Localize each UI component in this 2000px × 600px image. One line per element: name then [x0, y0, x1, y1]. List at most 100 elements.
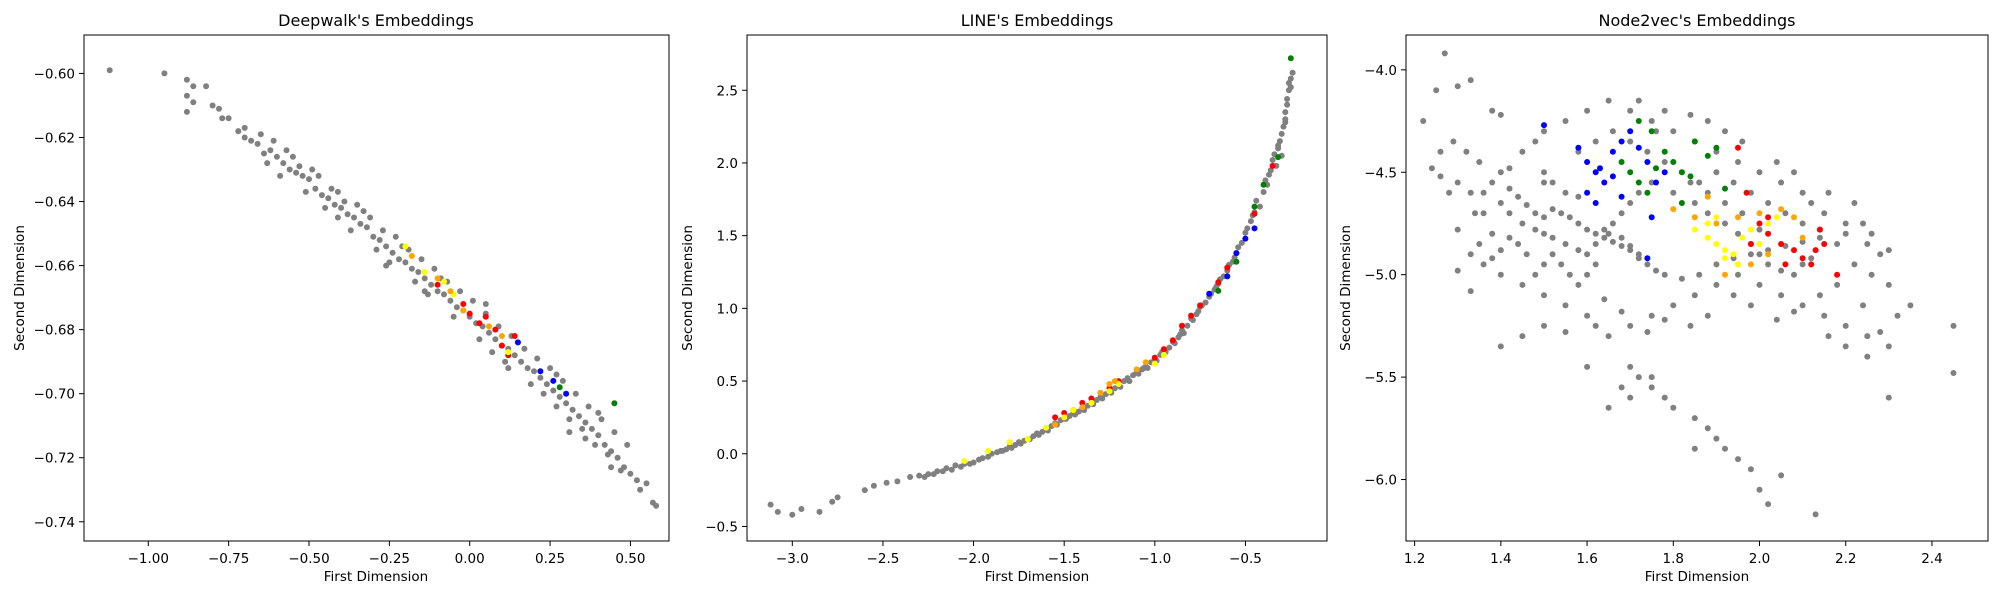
- deepwalk-point-gray: [408, 265, 415, 272]
- node2vec-point-red: [1756, 220, 1763, 227]
- node2vec-point-gray: [1648, 374, 1655, 381]
- node2vec-point-gray: [1541, 230, 1547, 237]
- node2vec-point-gray: [1713, 148, 1720, 155]
- line-point-yellow: [985, 447, 992, 454]
- deepwalk-point-gray: [569, 406, 576, 413]
- node2vec-point-gray: [1739, 210, 1746, 217]
- node2vec-point-red: [1808, 261, 1815, 268]
- node2vec-point-gray: [1756, 226, 1763, 233]
- node2vec-point-gray: [1778, 472, 1785, 479]
- line-point-gray: [1289, 69, 1296, 76]
- node2vec-point-blue: [1627, 128, 1634, 135]
- deepwalk-point-gray: [367, 214, 374, 221]
- line-point-red: [1088, 395, 1095, 402]
- node2vec-point-gray: [1463, 148, 1470, 155]
- deepwalk-point-yellow: [505, 349, 512, 356]
- deepwalk-point-gray: [531, 368, 537, 375]
- line-point-gray: [1247, 218, 1254, 225]
- node2vec-point-gray: [1747, 251, 1754, 258]
- deepwalk-point-gray: [325, 195, 332, 202]
- node2vec-point-gray: [1605, 97, 1612, 104]
- deepwalk-point-gray: [595, 432, 602, 439]
- node2vec-point-gray: [1601, 296, 1608, 303]
- deepwalk-point-gray: [643, 480, 650, 487]
- line-point-gray: [767, 501, 774, 508]
- node2vec-point-gray: [1541, 214, 1547, 221]
- deepwalk-point-red: [460, 301, 467, 307]
- line-point-gray: [774, 508, 781, 515]
- node2vec-point-gray: [1497, 247, 1504, 254]
- line-point-gray: [1235, 244, 1242, 251]
- deepwalk-x-tick-label: 0.50: [615, 551, 645, 567]
- line-x-axis-label: First Dimension: [985, 569, 1089, 585]
- deepwalk-point-gray: [588, 425, 595, 432]
- node2vec-point-red: [1765, 230, 1772, 237]
- node2vec-point-gray: [1661, 394, 1668, 401]
- node2vec-point-gray: [1722, 445, 1728, 452]
- node2vec-point-gray: [1454, 179, 1461, 186]
- deepwalk-point-green: [611, 400, 618, 407]
- deepwalk-point-gray: [476, 336, 483, 343]
- deepwalk-point-gray: [585, 403, 592, 410]
- deepwalk-point-gray: [296, 163, 303, 170]
- line-point-blue: [1233, 250, 1240, 257]
- deepwalk-point-gray: [550, 387, 557, 394]
- line-point-yellow: [1070, 407, 1077, 414]
- node2vec-point-gray: [1437, 148, 1444, 155]
- deepwalk-point-gray: [556, 393, 563, 400]
- node2vec-point-gray: [1860, 302, 1866, 309]
- node2vec-point-gray: [1648, 312, 1655, 319]
- node2vec-point-gray: [1799, 238, 1806, 245]
- node2vec-point-gray: [1532, 138, 1539, 145]
- node2vec-point-gray: [1541, 179, 1547, 186]
- node2vec-point-gray: [1691, 415, 1698, 422]
- node2vec-point-gray: [1562, 189, 1569, 196]
- deepwalk-point-gray: [106, 67, 113, 74]
- node2vec-point-blue: [1644, 255, 1651, 262]
- node2vec-point-gray: [1584, 251, 1591, 258]
- node2vec-point-gray: [1653, 267, 1659, 274]
- line-point-gray: [1269, 157, 1276, 163]
- deepwalk-point-gray: [582, 435, 589, 442]
- node2vec-point-orange: [1722, 271, 1728, 278]
- node2vec-x-ticks: 1.2 1.4 1.6 1.8 2.0 2.2 2.4: [1404, 541, 1943, 567]
- line-point-red: [1061, 410, 1068, 416]
- node2vec-point-blue: [1618, 193, 1625, 200]
- node2vec-point-blue: [1653, 179, 1659, 186]
- line-point-gray: [1275, 142, 1282, 149]
- node2vec-point-gray: [1575, 148, 1582, 155]
- node2vec-point-green: [1687, 173, 1694, 180]
- node2vec-point-gray: [1497, 271, 1504, 278]
- node2vec-point-gray: [1735, 271, 1741, 278]
- deepwalk-point-gray: [312, 185, 319, 192]
- line-point-gray: [1126, 378, 1133, 385]
- line-point-red: [1215, 279, 1222, 286]
- node2vec-point-gray: [1670, 128, 1677, 135]
- line-point-gray: [1282, 109, 1289, 116]
- deepwalk-y-tick-label: −0.66: [34, 259, 75, 275]
- line-y-tick-label: 0.0: [717, 447, 738, 463]
- node2vec-point-blue: [1648, 214, 1655, 221]
- node2vec-point-gray: [1489, 230, 1496, 237]
- line-point-gray: [966, 460, 973, 467]
- deepwalk-x-tick-label: 0.25: [535, 551, 565, 567]
- node2vec-point-gray: [1778, 292, 1785, 299]
- node2vec-point-gray: [1420, 118, 1427, 124]
- deepwalk-point-gray: [235, 128, 242, 135]
- line-point-yellow: [1151, 360, 1158, 367]
- line-point-blue: [1251, 225, 1258, 232]
- deepwalk-point-gray: [579, 425, 586, 432]
- node2vec-point-green: [1713, 144, 1720, 151]
- line-point-gray: [1017, 440, 1024, 447]
- node2vec-point-blue: [1541, 122, 1547, 129]
- deepwalk-point-gray: [421, 288, 428, 295]
- deepwalk-point-gray: [360, 208, 367, 215]
- node2vec-point-gray: [1808, 255, 1815, 262]
- deepwalk-y-tick-label: −0.70: [34, 387, 75, 403]
- node2vec-point-gray: [1532, 210, 1539, 217]
- node2vec-point-gray: [1609, 238, 1616, 245]
- node2vec-point-gray: [1644, 148, 1651, 155]
- deepwalk-point-gray: [376, 237, 383, 243]
- line-point-red: [1179, 322, 1185, 329]
- node2vec-point-gray: [1722, 220, 1728, 227]
